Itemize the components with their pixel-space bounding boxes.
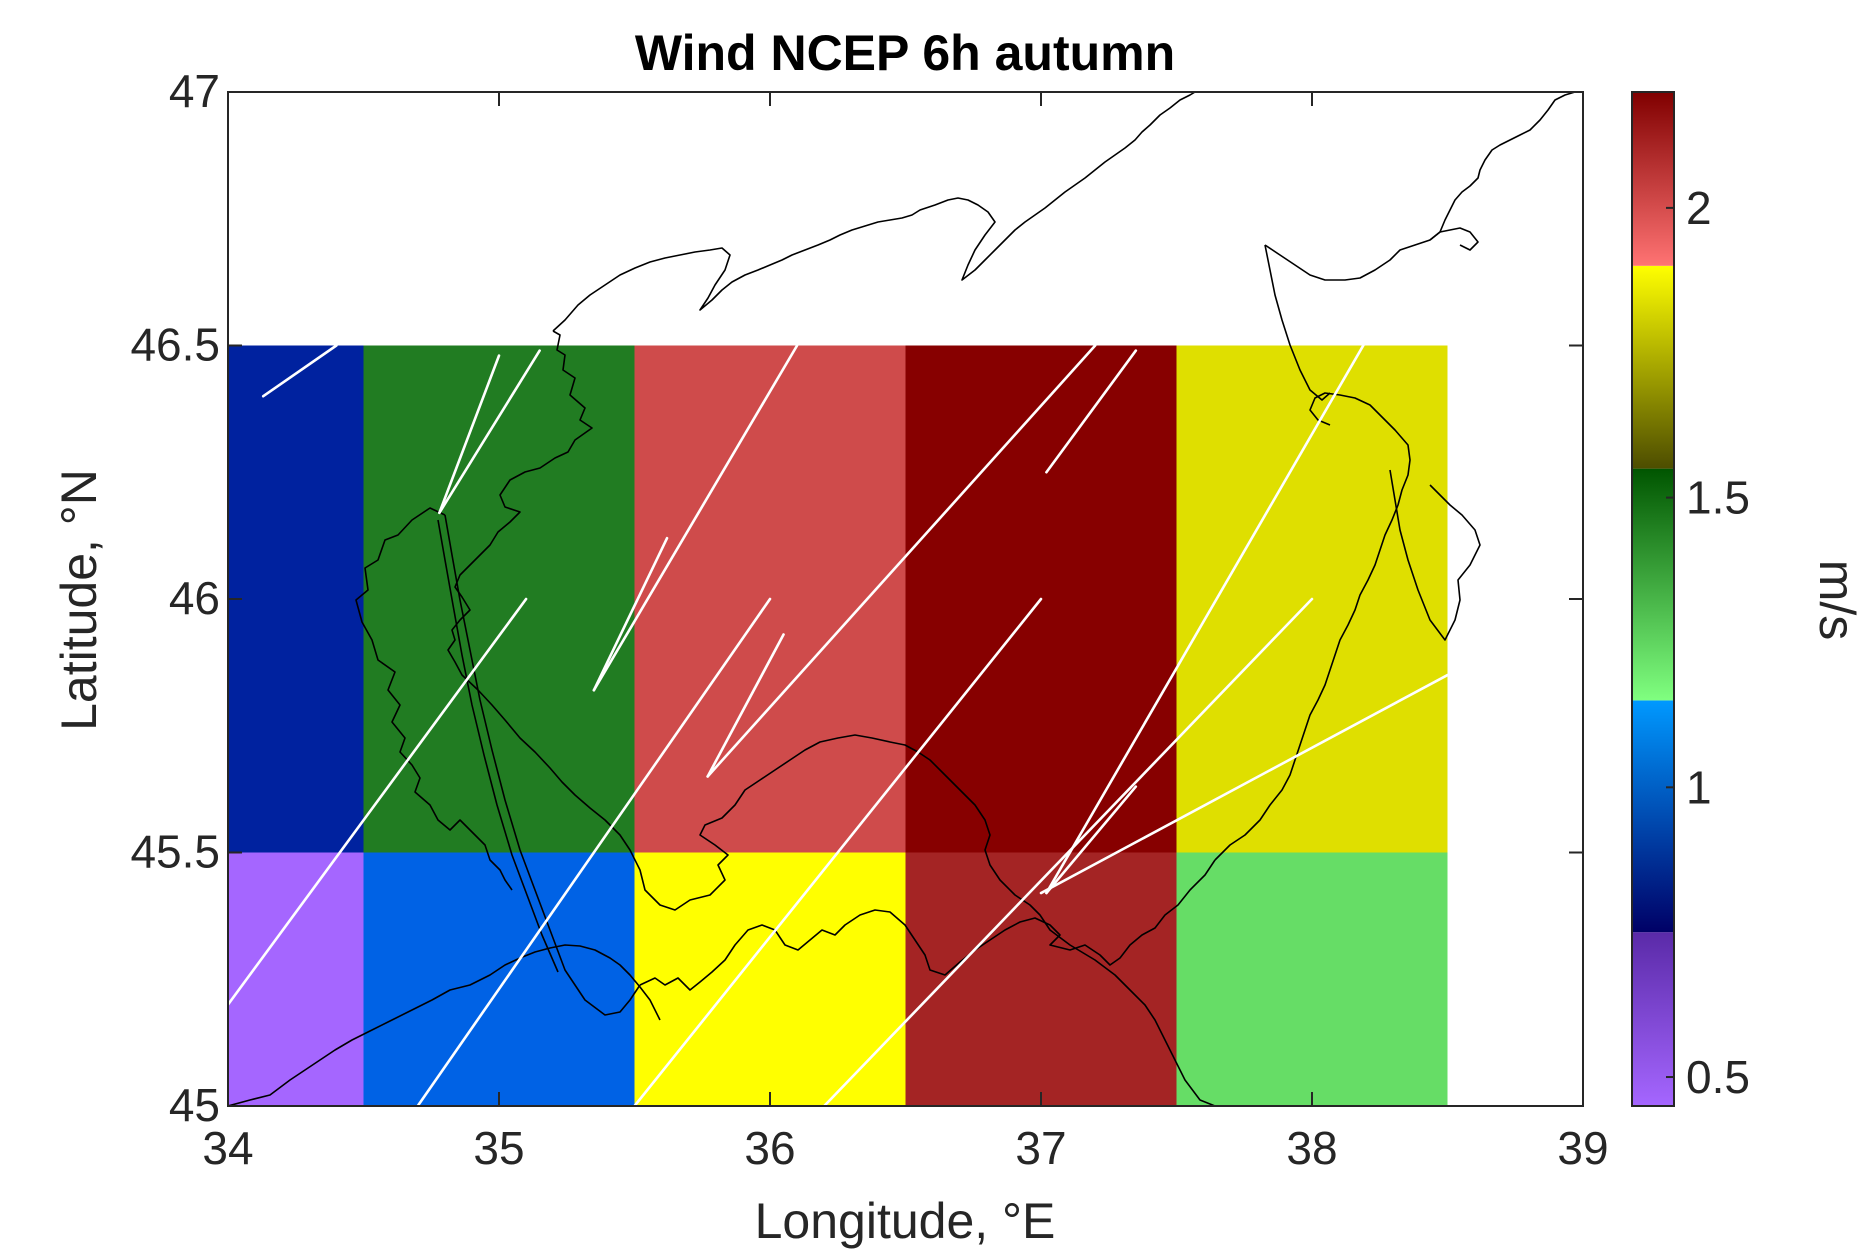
colorbar-segment-2 (1632, 468, 1674, 701)
x-tick-label-1: 35 (473, 1122, 524, 1174)
colorbar: 0.5 1 1.5 2 (1631, 91, 1750, 1107)
wind-vector-10 (228, 597, 528, 1006)
colorbar-frame (1631, 91, 1675, 1107)
y-tick-label-3: 46.5 (130, 319, 220, 371)
colorbar-tick-label-2: 1.5 (1686, 472, 1750, 524)
colorbar-label: m/s (1809, 560, 1865, 641)
y-tick-label-0: 45 (169, 1079, 220, 1131)
wind-vector-3 (592, 344, 799, 692)
heatmap-cells (228, 345, 1448, 1106)
wind-vector-9 (1045, 785, 1138, 895)
wind-vector-14 (1039, 673, 1449, 895)
x-tick-label-4: 38 (1286, 1122, 1337, 1174)
coastline-east-azov (1264, 244, 1331, 401)
heatmap-cell-0 (228, 345, 364, 853)
coastline-azov-north-russia (1264, 92, 1579, 281)
coastline-arabat-spit (444, 514, 641, 1016)
heatmap-cell-8 (905, 852, 1177, 1106)
wind-vector-2 (438, 354, 501, 515)
wind-vector-0 (261, 344, 338, 398)
x-tick-label-3: 37 (1015, 1122, 1066, 1174)
coastline-sivash-lagoon (355, 507, 513, 891)
plot-axes (227, 91, 1584, 1107)
wind-vector-13 (822, 597, 1314, 1106)
wind-vector-7 (1045, 349, 1138, 474)
wind-vectors (228, 339, 1449, 1106)
coastline (228, 92, 1579, 1106)
colorbar-segment-1 (1632, 700, 1674, 933)
wind-vector-12 (633, 597, 1043, 1106)
heatmap-cell-9 (1176, 852, 1448, 1106)
wind-vector-6 (706, 633, 785, 778)
wind-vector-11 (416, 597, 772, 1106)
colorbar-segment-0 (1632, 932, 1674, 1106)
x-axis-label: Longitude, °E (755, 1193, 1056, 1249)
wind-vector-4 (592, 536, 669, 692)
heatmap-cell-5 (228, 852, 364, 1106)
coastline-crimea-sivash (447, 330, 1216, 1106)
heatmap-cell-6 (363, 852, 635, 1106)
coastline-taman-peninsula (1214, 392, 1411, 861)
coastline-arabat-spit-inner (437, 519, 559, 973)
coastline-kerch-peninsula (639, 859, 1216, 991)
y-tick-labels: 45 45.5 46 46.5 47 (130, 65, 220, 1131)
x-tick-label-5: 39 (1557, 1122, 1608, 1174)
coastline-kuban-delta (1389, 469, 1481, 641)
y-tick-label-1: 45.5 (130, 826, 220, 878)
colorbar-segment-4 (1632, 92, 1674, 266)
x-tick-labels: 34 35 36 37 38 39 (202, 1122, 1608, 1174)
colorbar-segment-3 (1632, 265, 1674, 469)
y-tick-label-4: 47 (169, 65, 220, 117)
y-axis-label: Latitude, °N (51, 469, 107, 731)
coastline-crimea-south (228, 944, 661, 1106)
chart-title: Wind NCEP 6h autumn (635, 25, 1175, 81)
colorbar-tick-label-0: 0.5 (1686, 1051, 1750, 1103)
wind-vector-1 (438, 349, 541, 515)
wind-vector-8 (1045, 339, 1368, 895)
y-tick-label-2: 46 (169, 572, 220, 624)
wind-vector-5 (706, 344, 1097, 778)
colorbar-tick-label-1: 1 (1686, 761, 1712, 813)
coastline-taganrog-bay (1429, 227, 1479, 251)
coastline-azov-north-ukraine (552, 92, 1196, 332)
x-tick-label-2: 36 (744, 1122, 795, 1174)
x-tick-label-0: 34 (202, 1122, 253, 1174)
colorbar-tick-label-3: 2 (1686, 182, 1712, 234)
